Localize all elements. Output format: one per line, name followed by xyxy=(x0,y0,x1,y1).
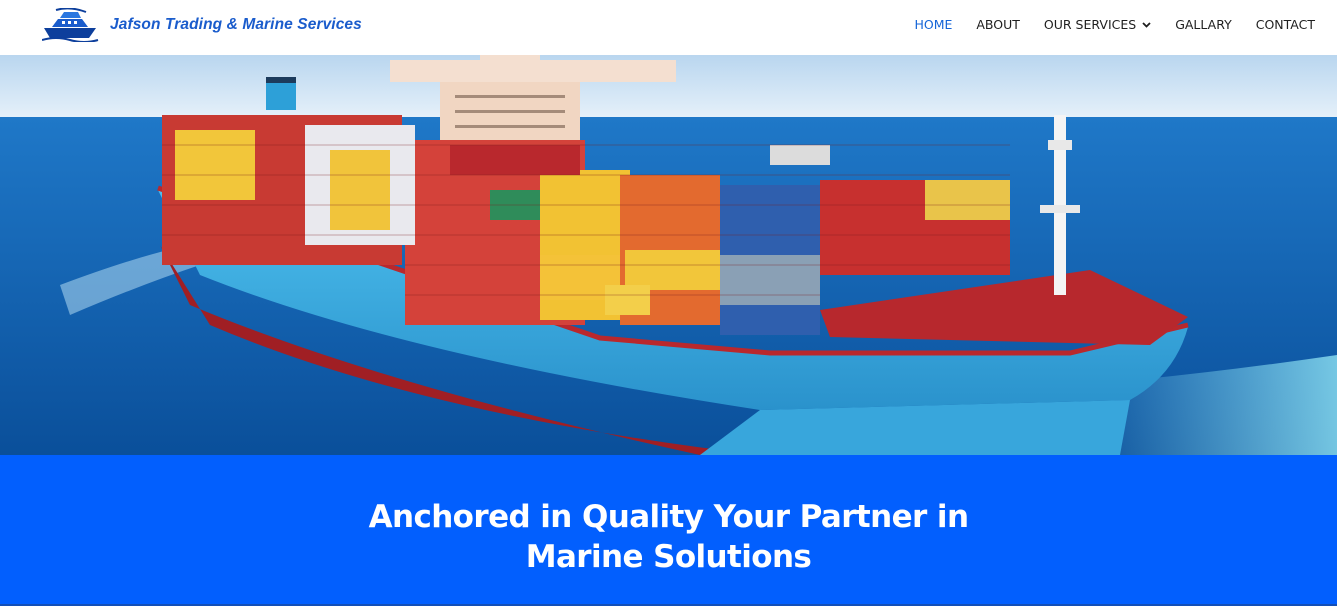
hero-image xyxy=(0,55,1337,455)
nav-home-label: HOME xyxy=(914,17,953,32)
container-ship-illustration xyxy=(0,55,1337,455)
nav-gallary[interactable]: GALLARY xyxy=(1175,17,1232,32)
ship-logo-icon xyxy=(42,8,99,42)
nav-about-label: ABOUT xyxy=(976,17,1020,32)
nav-our-services-label: OUR SERVICES xyxy=(1043,17,1137,32)
nav-about[interactable]: ABOUT xyxy=(976,17,1020,32)
site-header: Jafson Trading & Marine Services HOME AB… xyxy=(0,0,1337,55)
brand-name: Jafson Trading & Marine Services xyxy=(110,16,362,33)
nav-our-services[interactable]: OUR SERVICES xyxy=(1044,17,1151,32)
nav-home[interactable]: HOME xyxy=(914,17,952,32)
page-divider xyxy=(0,604,1337,606)
banner-title: Anchored in Quality Your Partner in Mari… xyxy=(368,499,969,575)
nav-contact[interactable]: CONTACT xyxy=(1256,17,1315,32)
main-nav: HOME ABOUT OUR SERVICES GALLARY CONTACT xyxy=(890,0,1315,49)
tagline-banner: Anchored in Quality Your Partner in Mari… xyxy=(0,455,1337,606)
nav-contact-label: CONTACT xyxy=(1255,17,1315,32)
brand-logo[interactable]: Jafson Trading & Marine Services xyxy=(42,8,362,42)
chevron-down-icon xyxy=(1142,21,1151,28)
nav-gallary-label: GALLARY xyxy=(1175,17,1232,32)
